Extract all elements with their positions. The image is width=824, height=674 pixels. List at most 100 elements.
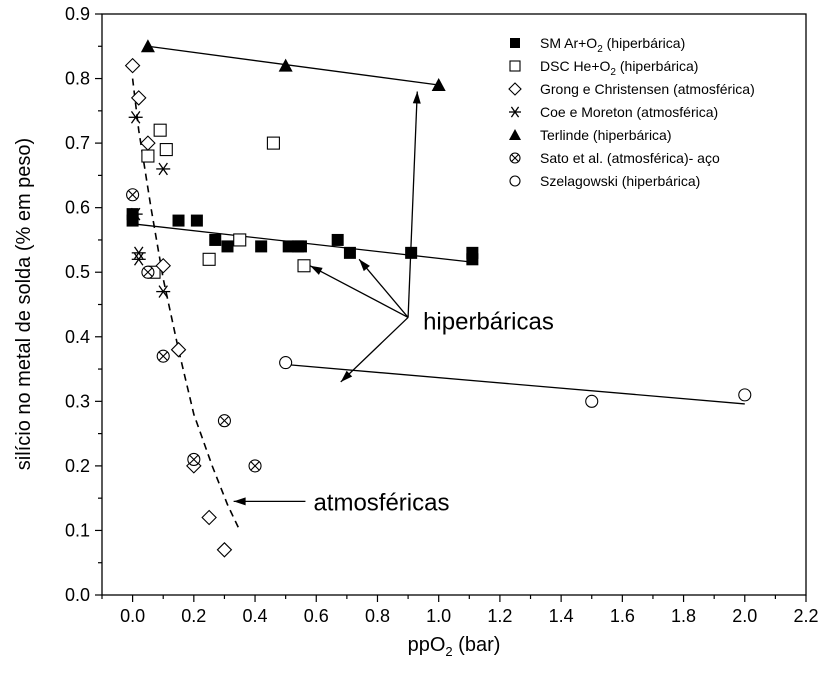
marker-open-square bbox=[233, 233, 247, 247]
fit-line bbox=[285, 363, 745, 405]
marker-open-square bbox=[297, 259, 311, 273]
legend-item: SM Ar+O2 (hiperbárica) bbox=[510, 35, 685, 55]
marker-open-diamond bbox=[170, 341, 187, 358]
x-tick-label: 0.0 bbox=[120, 606, 145, 626]
legend-item: Coe e Moreton (atmosférica) bbox=[509, 104, 718, 120]
annotation-arrow bbox=[233, 497, 306, 506]
annotations: hiperbáricas atmosféricas bbox=[233, 91, 554, 516]
y-tick-label: 0.0 bbox=[65, 585, 90, 605]
legend: SM Ar+O2 (hiperbárica) DSC He+O2 (hiperbá… bbox=[508, 35, 755, 189]
marker-open-diamond bbox=[124, 57, 141, 74]
annotation-hiperbaricas: hiperbáricas bbox=[423, 308, 554, 335]
legend-item: Terlinde (hiperbárica) bbox=[509, 127, 672, 143]
marker-filled-square bbox=[331, 233, 344, 246]
marker-asterisk bbox=[131, 252, 146, 266]
x-axis-label: ppO2 (bar) bbox=[408, 634, 501, 659]
marker-crossed-circle bbox=[248, 459, 262, 473]
marker-crossed-circle bbox=[141, 265, 155, 279]
marker-crossed-circle bbox=[126, 188, 140, 202]
marker-open-diamond bbox=[155, 257, 171, 274]
marker-asterisk bbox=[156, 285, 171, 298]
marker-asterisk bbox=[156, 162, 171, 176]
marker-filled-square bbox=[172, 214, 185, 227]
y-tick-label: 0.4 bbox=[65, 327, 90, 347]
marker-open-diamond bbox=[508, 82, 522, 96]
plot-frame bbox=[101, 13, 807, 596]
marker-filled-square bbox=[466, 253, 479, 266]
x-tick-label: 2.0 bbox=[732, 606, 757, 626]
y-tick-label: 0.2 bbox=[65, 456, 90, 476]
x-tick-label: 0.8 bbox=[365, 606, 390, 626]
y-tick-label: 0.9 bbox=[65, 4, 90, 24]
marker-filled-square bbox=[190, 214, 203, 227]
x-tick-label: 0.2 bbox=[181, 606, 206, 626]
y-tick-label: 0.3 bbox=[65, 391, 90, 411]
y-axis-label: silício no metal de solda (% em peso) bbox=[13, 138, 35, 470]
y-tick-label: 0.6 bbox=[65, 198, 90, 218]
marker-filled-triangle bbox=[278, 58, 293, 72]
marker-filled-square bbox=[221, 240, 234, 253]
marker-filled-triangle bbox=[140, 39, 155, 53]
x-tick-label: 2.2 bbox=[793, 606, 818, 626]
x-tick-label: 1.0 bbox=[426, 606, 451, 626]
marker-open-circle bbox=[585, 394, 599, 408]
legend-label: Sato et al. (atmosférica)- aço bbox=[540, 150, 720, 166]
marker-open-square bbox=[159, 143, 173, 157]
marker-asterisk bbox=[128, 207, 143, 221]
axis-ticks: 0.0 0.2 0.4 0.6 0.8 1.0 1.2 1.4 1.6 1.8 2.0 2.2 0.0 0… bbox=[65, 4, 819, 626]
legend-item: Szelagowski (hiperbárica) bbox=[509, 173, 700, 189]
data-points bbox=[124, 39, 752, 558]
marker-filled-square bbox=[510, 38, 520, 48]
x-tick-label: 1.8 bbox=[671, 606, 696, 626]
marker-crossed-circle bbox=[187, 452, 201, 466]
legend-label: Szelagowski (hiperbárica) bbox=[540, 173, 700, 189]
marker-open-diamond bbox=[130, 90, 147, 106]
y-tick-label: 0.7 bbox=[65, 133, 90, 153]
annotation-arrow bbox=[358, 258, 409, 318]
x-tick-label: 1.4 bbox=[549, 606, 574, 626]
marker-open-square bbox=[141, 149, 155, 163]
marker-crossed-circle bbox=[509, 152, 521, 164]
marker-open-square bbox=[202, 252, 216, 266]
marker-filled-square bbox=[282, 240, 295, 253]
marker-filled-square bbox=[209, 233, 222, 246]
marker-filled-triangle bbox=[509, 129, 521, 140]
legend-label: Terlinde (hiperbárica) bbox=[540, 127, 672, 143]
legend-label: SM Ar+O2 (hiperbárica) bbox=[540, 35, 685, 55]
x-axis-label-subscript: 2 bbox=[445, 644, 452, 659]
marker-open-circle bbox=[738, 388, 752, 402]
legend-item: Grong e Christensen (atmosférica) bbox=[508, 81, 755, 97]
x-tick-label: 1.2 bbox=[487, 606, 512, 626]
legend-label: Coe e Moreton (atmosférica) bbox=[540, 104, 718, 120]
legend-label: DSC He+O2 (hiperbárica) bbox=[540, 58, 698, 78]
marker-filled-square bbox=[343, 246, 356, 259]
legend-item: DSC He+O2 (hiperbárica) bbox=[509, 58, 698, 78]
marker-filled-square bbox=[294, 240, 307, 253]
marker-open-square bbox=[266, 136, 280, 150]
marker-asterisk bbox=[509, 106, 521, 118]
marker-open-square bbox=[153, 123, 167, 137]
marker-open-circle bbox=[279, 356, 293, 370]
marker-filled-square bbox=[255, 240, 268, 253]
marker-open-diamond bbox=[216, 542, 233, 558]
x-tick-label: 1.6 bbox=[610, 606, 635, 626]
y-tick-label: 0.1 bbox=[65, 520, 90, 540]
marker-filled-triangle bbox=[431, 78, 446, 92]
legend-item: Sato et al. (atmosférica)- aço bbox=[509, 150, 720, 166]
y-tick-label: 0.5 bbox=[65, 262, 90, 282]
fit-line bbox=[147, 45, 439, 86]
legend-label: Grong e Christensen (atmosférica) bbox=[540, 81, 755, 97]
annotation-arrow bbox=[340, 316, 409, 383]
marker-asterisk bbox=[128, 110, 143, 124]
x-tick-label: 0.4 bbox=[243, 606, 268, 626]
marker-crossed-circle bbox=[217, 414, 231, 428]
x-axis-label-main: ppO bbox=[408, 634, 446, 656]
annotation-arrow bbox=[407, 91, 421, 318]
x-tick-label: 0.6 bbox=[304, 606, 329, 626]
marker-asterisk bbox=[131, 246, 146, 260]
marker-open-circle bbox=[509, 175, 521, 187]
marker-open-diamond bbox=[140, 135, 156, 151]
marker-open-diamond bbox=[201, 509, 217, 526]
x-axis-label-unit: (bar) bbox=[453, 634, 501, 656]
